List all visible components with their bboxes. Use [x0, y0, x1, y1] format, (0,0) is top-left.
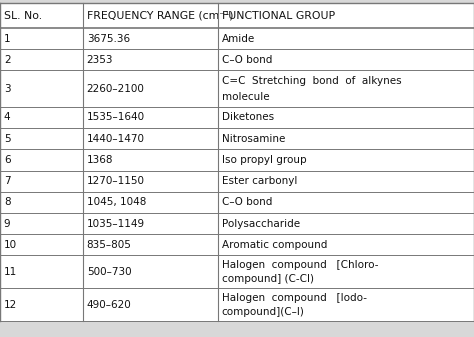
Text: 4: 4 [4, 113, 10, 122]
Text: compound] (C-Cl): compound] (C-Cl) [222, 274, 314, 284]
Text: C=C  Stretching  bond  of  alkynes: C=C Stretching bond of alkynes [222, 75, 401, 86]
Text: 8: 8 [4, 197, 10, 207]
Text: 1045, 1048: 1045, 1048 [87, 197, 146, 207]
Text: FREQUENCY RANGE (cm⁻¹): FREQUENCY RANGE (cm⁻¹) [87, 11, 233, 21]
Text: C–O bond: C–O bond [222, 55, 272, 65]
Text: 1535–1640: 1535–1640 [87, 113, 145, 122]
Text: 1368: 1368 [87, 155, 113, 165]
Text: Ester carbonyl: Ester carbonyl [222, 176, 297, 186]
Text: FUNCTIONAL GROUP: FUNCTIONAL GROUP [222, 11, 335, 21]
Text: 1: 1 [4, 34, 10, 43]
Text: Aromatic compound: Aromatic compound [222, 240, 327, 250]
Text: molecule: molecule [222, 92, 269, 102]
Text: Polysaccharide: Polysaccharide [222, 219, 300, 228]
Text: Amide: Amide [222, 34, 255, 43]
Text: 10: 10 [4, 240, 17, 250]
Text: 2260–2100: 2260–2100 [87, 84, 145, 94]
Text: compound](C–I): compound](C–I) [222, 307, 305, 317]
Text: 6: 6 [4, 155, 10, 165]
Text: SL. No.: SL. No. [4, 11, 42, 21]
Text: 7: 7 [4, 176, 10, 186]
Text: 1035–1149: 1035–1149 [87, 219, 145, 228]
Text: 5: 5 [4, 134, 10, 144]
Text: 500–730: 500–730 [87, 267, 131, 277]
Text: 835–805: 835–805 [87, 240, 132, 250]
Text: 9: 9 [4, 219, 10, 228]
Text: 2353: 2353 [87, 55, 113, 65]
Text: C–O bond: C–O bond [222, 197, 272, 207]
Text: Diketones: Diketones [222, 113, 274, 122]
Text: Halogen  compound   [Chloro-: Halogen compound [Chloro- [222, 260, 378, 270]
Text: Iso propyl group: Iso propyl group [222, 155, 307, 165]
Text: 1270–1150: 1270–1150 [87, 176, 145, 186]
Text: 3: 3 [4, 84, 10, 94]
Text: 1440–1470: 1440–1470 [87, 134, 145, 144]
Text: 490–620: 490–620 [87, 300, 131, 310]
Text: 2: 2 [4, 55, 10, 65]
Text: 11: 11 [4, 267, 17, 277]
Text: 3675.36: 3675.36 [87, 34, 130, 43]
Text: Halogen  compound   [Iodo-: Halogen compound [Iodo- [222, 293, 367, 303]
Text: 12: 12 [4, 300, 17, 310]
Text: Nitrosamine: Nitrosamine [222, 134, 285, 144]
